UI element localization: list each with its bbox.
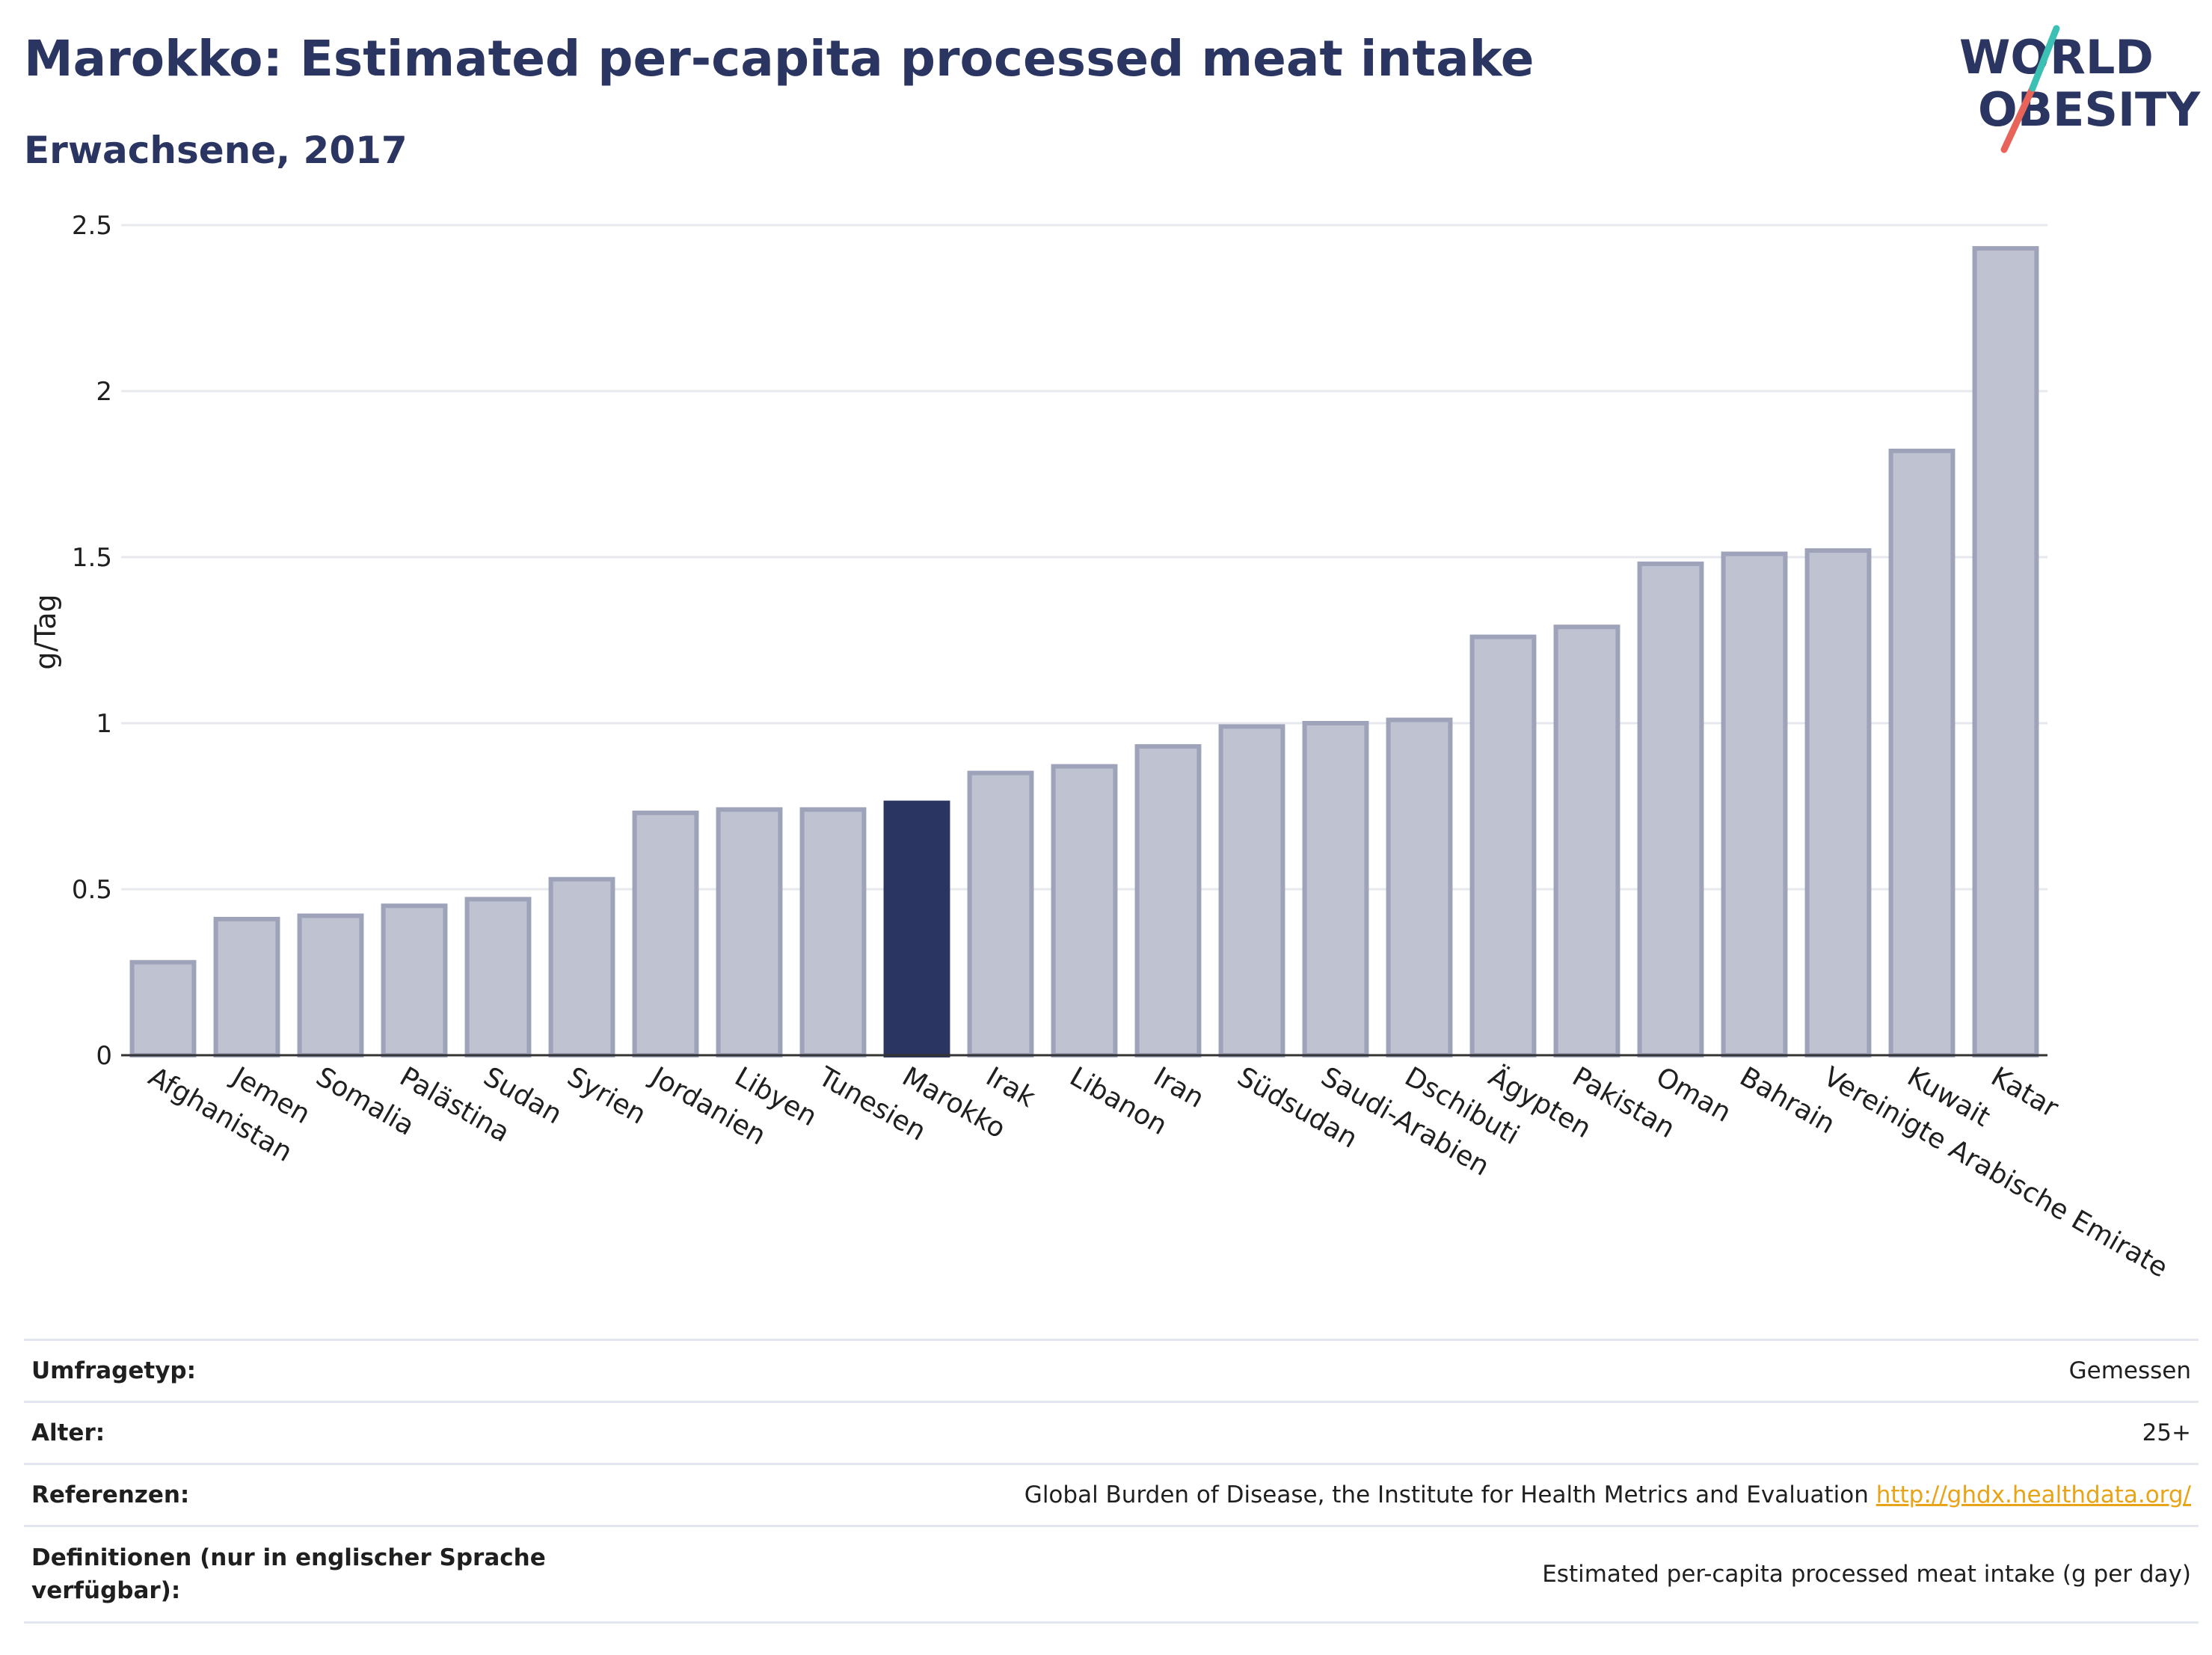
- references-link[interactable]: http://ghdx.healthdata.org/: [1875, 1481, 2191, 1508]
- y-tick-label: 0: [96, 1041, 112, 1071]
- bar-12: [1134, 744, 1202, 1058]
- bar-13: [1218, 724, 1285, 1057]
- bar-8: [799, 807, 867, 1057]
- y-tick-label: 1.5: [72, 543, 112, 573]
- age-label: Alter:: [31, 1419, 105, 1446]
- info-table: Umfragetyp: Gemessen Alter: 25+ Referenz…: [24, 1339, 2199, 1624]
- x-tick-labels: AfghanistanJemenSomaliaPalästinaSudanSyr…: [144, 1060, 2173, 1283]
- y-tick-label: 2.5: [72, 211, 112, 241]
- y-tick-label: 2: [96, 377, 112, 407]
- age-value: 25+: [2142, 1419, 2191, 1446]
- y-tick-labels: 0 0.5 1 1.5 2 2.5: [72, 211, 112, 1071]
- y-axis-label: g/Tag: [29, 594, 62, 669]
- x-tick-label: Syrien: [562, 1061, 651, 1130]
- bar-9: [883, 800, 950, 1058]
- bar-18: [1637, 561, 1704, 1057]
- world-obesity-logo: WORLD OBESITY: [1959, 25, 2201, 153]
- bar-7: [716, 807, 783, 1057]
- survey-type-value: Gemessen: [2068, 1357, 2191, 1384]
- bar-chart: 0 0.5 1 1.5 2 2.5 AfghanistanJemenSomaliaPalä…: [29, 211, 2173, 1284]
- bar-17: [1553, 624, 1620, 1057]
- info-row-references: Referenzen: Global Burden of Disease, th…: [24, 1463, 2199, 1525]
- definitions-value: Estimated per-capita processed meat inta…: [1542, 1561, 2191, 1588]
- chart-title: Marokko: Estimated per-capita processed …: [24, 30, 1534, 87]
- bar-6: [632, 810, 699, 1057]
- info-row-age: Alter: 25+: [24, 1401, 2199, 1463]
- bar-15: [1386, 717, 1453, 1057]
- x-tick-label: Bahrain: [1735, 1061, 1840, 1140]
- bar-0: [129, 959, 197, 1058]
- bar-10: [967, 770, 1034, 1057]
- chart-subtitle: Erwachsene, 2017: [24, 129, 408, 172]
- bar-1: [213, 916, 280, 1057]
- x-tick-label: Katar: [1986, 1061, 2064, 1124]
- y-tick-label: 1: [96, 709, 112, 739]
- bar-16: [1469, 634, 1537, 1057]
- bar-22: [1972, 246, 2039, 1058]
- bar-2: [297, 913, 364, 1058]
- bar-3: [381, 903, 448, 1057]
- references-label: Referenzen:: [31, 1481, 190, 1508]
- bars: [129, 246, 2039, 1058]
- bar-14: [1302, 721, 1369, 1057]
- references-text: Global Burden of Disease, the Institute …: [1024, 1481, 1869, 1508]
- info-row-survey: Umfragetyp: Gemessen: [24, 1339, 2199, 1401]
- bar-4: [464, 897, 532, 1057]
- bar-19: [1721, 551, 1788, 1057]
- bar-11: [1051, 764, 1118, 1057]
- bar-5: [548, 876, 615, 1058]
- logo-line1: WORLD: [1959, 30, 2154, 85]
- y-tick-label: 0.5: [72, 875, 112, 905]
- x-tick-label: Vereinigte Arabische Emirate: [1819, 1061, 2173, 1283]
- survey-type-label: Umfragetyp:: [31, 1357, 196, 1384]
- info-row-definitions: Definitionen (nur in englischer Sprache …: [24, 1525, 2199, 1624]
- bar-21: [1888, 448, 1956, 1057]
- bar-20: [1804, 548, 1872, 1057]
- definitions-label: Definitionen (nur in englischer Sprache …: [31, 1544, 546, 1604]
- references-value: Global Burden of Disease, the Institute …: [1024, 1481, 2191, 1508]
